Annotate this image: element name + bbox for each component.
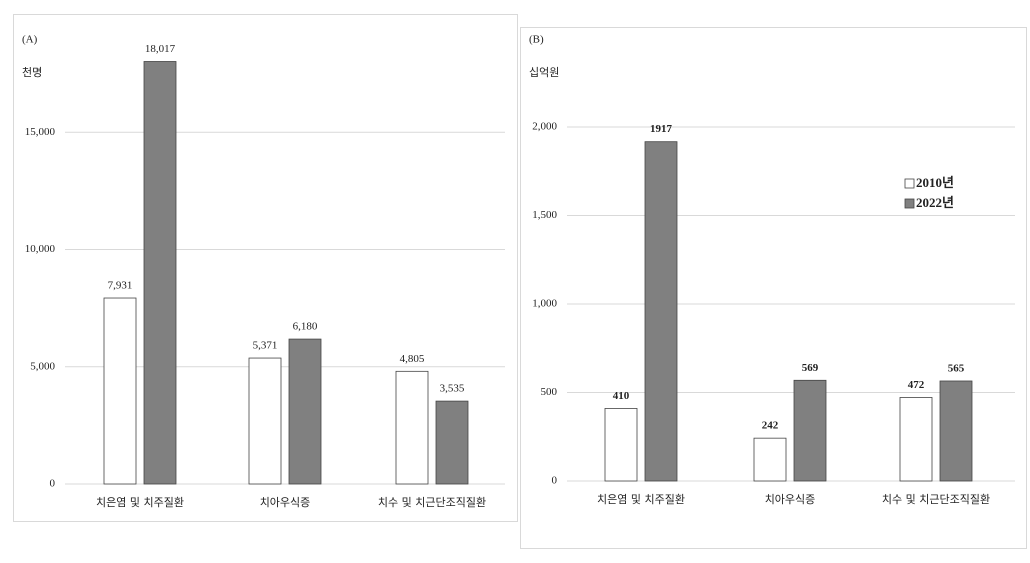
- legend-swatch: [904, 178, 915, 189]
- y-tick-label: 1,000: [532, 298, 557, 310]
- unit-label: 십억원: [529, 66, 559, 79]
- y-tick-label: 5,000: [30, 360, 55, 372]
- bar: [143, 61, 177, 485]
- bar: [435, 400, 469, 485]
- legend-label: 2022년: [916, 195, 954, 210]
- y-tick-label: 0: [552, 475, 558, 487]
- data-label: 4,805: [400, 353, 425, 365]
- bar: [793, 379, 827, 482]
- bar: [248, 357, 282, 485]
- bar: [644, 141, 678, 482]
- data-label: 18,017: [145, 43, 176, 55]
- data-label: 7,931: [108, 280, 133, 292]
- bar: [939, 380, 973, 482]
- panel-title: (B): [529, 34, 544, 46]
- y-tick-label: 15,000: [25, 126, 56, 138]
- data-label: 569: [802, 362, 819, 374]
- y-tick-label: 500: [541, 386, 558, 398]
- bar: [103, 297, 137, 485]
- panel-title: (A): [22, 34, 38, 46]
- y-tick-label: 0: [50, 478, 56, 490]
- y-tick-label: 10,000: [25, 243, 56, 255]
- x-tick-label: 치아우식증: [260, 496, 311, 509]
- bar: [288, 338, 322, 485]
- data-label: 6,180: [293, 321, 318, 333]
- y-tick-label: 1,500: [532, 209, 557, 221]
- data-label: 1917: [650, 123, 673, 135]
- data-label: 5,371: [253, 340, 278, 352]
- unit-label: 천명: [22, 65, 42, 79]
- legend-swatch: [904, 198, 915, 209]
- data-label: 565: [948, 363, 965, 375]
- data-label: 3,535: [440, 383, 465, 395]
- bar: [899, 397, 933, 482]
- data-label: 472: [908, 379, 925, 391]
- x-tick-label: 치은염 및 치주질환: [96, 496, 184, 509]
- x-tick-label: 치은염 및 치주질환: [597, 493, 685, 506]
- legend-label: 2010년: [916, 175, 954, 190]
- y-tick-label: 2,000: [532, 121, 557, 133]
- bar: [395, 370, 429, 485]
- x-tick-label: 치수 및 치근단조직질환: [882, 493, 990, 506]
- data-label: 242: [762, 420, 779, 432]
- x-tick-label: 치수 및 치근단조직질환: [378, 496, 486, 509]
- bar: [604, 408, 638, 482]
- data-label: 410: [613, 390, 630, 402]
- bar: [753, 437, 787, 482]
- x-tick-label: 치아우식증: [765, 493, 816, 506]
